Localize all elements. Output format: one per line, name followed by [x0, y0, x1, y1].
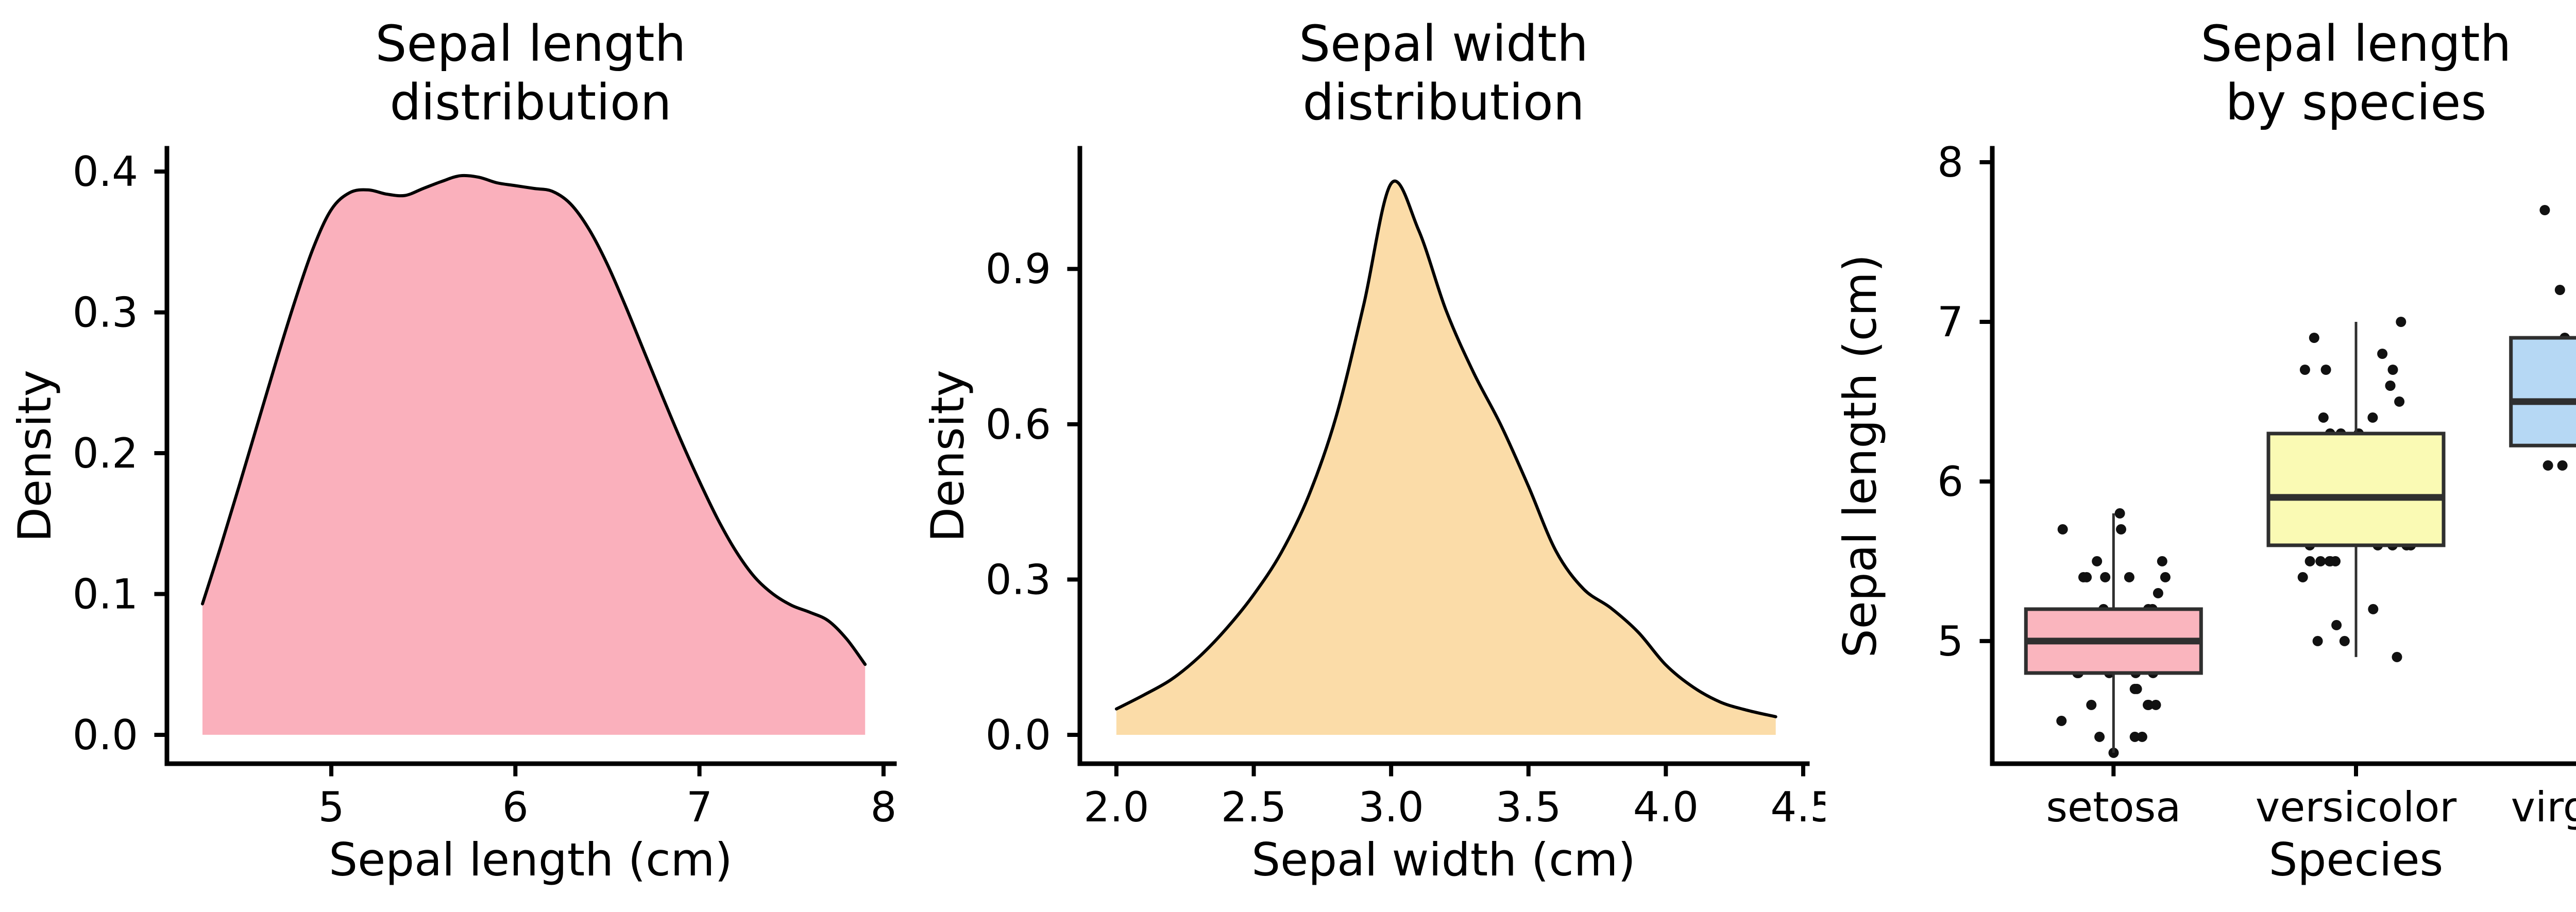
strip-point [2539, 205, 2550, 215]
strip-point [2057, 524, 2068, 535]
y-axis-tick-label: 0.1 [73, 570, 138, 618]
strip-point [2392, 651, 2402, 662]
chart-title-line1: Sepal width [1299, 15, 1588, 73]
strip-point [2137, 731, 2147, 742]
strip-point [2543, 460, 2553, 471]
y-axis-tick-label: 0.3 [985, 556, 1050, 604]
chart-title-line2: distribution [389, 74, 671, 131]
strip-point [2324, 556, 2335, 566]
axis-spines [1077, 146, 1809, 766]
y-axis-tick-label: 7 [1937, 298, 1963, 346]
chart-title-line2: by species [2226, 74, 2487, 131]
x-axis-category-label: virginica [2511, 783, 2576, 831]
y-axis-tick-label: 0.6 [985, 401, 1050, 449]
x-axis-tick-label: 2.0 [1083, 783, 1149, 831]
x-axis-tick-label: 3.5 [1496, 783, 1561, 831]
density-curve [1114, 179, 1777, 718]
x-axis-tick-label: 2.5 [1221, 783, 1286, 831]
strip-point [2304, 556, 2315, 566]
strip-point [2157, 556, 2167, 566]
panel-sepal-width-distribution: 0.0 0.3 0.6 0.9 2.0 2.5 3.0 3.5 4.0 4.5 Sepal widt… [913, 0, 1826, 912]
strip-point [2299, 365, 2310, 375]
density-curve [201, 174, 867, 666]
x-axis-label: Sepal width (cm) [1251, 833, 1636, 886]
chart-title-line1: Sepal length [376, 15, 686, 73]
strip-point [2160, 572, 2171, 582]
strip-point [2143, 699, 2154, 710]
y-axis-label: Sepal length (cm) [1834, 254, 1887, 658]
y-axis-label: Density [921, 370, 974, 542]
strip-point [2114, 508, 2125, 519]
y-axis-tick-label: 8 [1937, 139, 1963, 186]
chart-title-line1: Sepal length [2201, 15, 2512, 73]
density-fill [202, 175, 866, 735]
box-rect [2266, 432, 2446, 547]
strip-point [2056, 715, 2067, 726]
y-axis-tick-label: 0.3 [73, 289, 138, 337]
strip-point [2092, 556, 2103, 566]
strip-point [2116, 524, 2126, 535]
strip-point [2396, 317, 2406, 327]
panel-sepal-length-by-species: 5 6 7 8 setosa versicolor virginica Sepal lengt… [1825, 0, 2576, 912]
strip-point [2377, 349, 2388, 359]
strip-point [2129, 731, 2140, 742]
strip-point [2318, 412, 2329, 423]
x-axis-tick-label: 7 [686, 783, 713, 831]
strip-point [2331, 620, 2342, 630]
strip-point [2131, 683, 2142, 694]
box-setosa [2024, 513, 2203, 753]
strip-point [2100, 572, 2111, 582]
strip-point [2124, 572, 2134, 582]
x-axis-tick-label: 5 [318, 783, 345, 831]
chart-sepal-width-distribution: 0.0 0.3 0.6 0.9 2.0 2.5 3.0 3.5 4.0 4.5 Sepal widt… [921, 15, 1826, 886]
box-rect [2509, 336, 2576, 448]
strip-point [2554, 285, 2565, 295]
strip-point [2394, 396, 2405, 407]
x-axis-category-label: setosa [2046, 783, 2181, 831]
y-axis-tick-label: 0.2 [73, 429, 138, 477]
chart-title-line2: distribution [1302, 74, 1584, 131]
x-axis-label: Sepal length (cm) [329, 833, 732, 886]
strip-point [2150, 699, 2161, 710]
x-axis-tick-label: 6 [502, 783, 529, 831]
strip-point [2153, 588, 2163, 598]
strip-point [2086, 699, 2097, 710]
strip-point [2315, 556, 2326, 566]
strip-point [2320, 365, 2331, 375]
x-axis-tick-label: 8 [870, 783, 896, 831]
x-axis-label: Species [2269, 833, 2444, 886]
strip-point [2557, 460, 2568, 471]
strip-point [2081, 572, 2092, 582]
axis-spines [1990, 146, 2576, 766]
y-axis-tick-label: 6 [1937, 458, 1963, 506]
density-fill [1116, 181, 1776, 735]
strip-point [2367, 412, 2378, 423]
strip-point [2309, 333, 2319, 343]
x-axis-tick-label: 3.0 [1358, 783, 1423, 831]
axis-spines [164, 146, 897, 766]
box-virginica [2509, 336, 2576, 448]
x-axis-category-label: versicolor [2256, 783, 2456, 831]
strip-point [2385, 381, 2396, 391]
y-axis-tick-label: 0.0 [985, 711, 1050, 759]
y-axis-label: Density [8, 370, 61, 542]
y-axis-tick-label: 0.9 [985, 245, 1050, 293]
strip-point [2368, 604, 2379, 614]
y-axis-tick-label: 5 [1937, 617, 1963, 665]
strip-point [2312, 635, 2323, 646]
x-axis-tick-label: 4.0 [1633, 783, 1698, 831]
chart-sepal-length-by-species: 5 6 7 8 setosa versicolor virginica Sepal lengt… [1834, 15, 2576, 886]
panel-sepal-length-distribution: 0.0 0.1 0.2 0.3 0.4 5 6 7 8 Sepal length distribut… [0, 0, 913, 912]
chart-sepal-length-distribution: 0.0 0.1 0.2 0.3 0.4 5 6 7 8 Sepal lengthdistribut… [8, 15, 897, 886]
y-axis-tick-label: 0.4 [73, 148, 138, 196]
strip-point [2339, 635, 2350, 646]
box-versicolor [2266, 322, 2446, 657]
strip-point [2297, 572, 2308, 582]
strip-point [2094, 731, 2105, 742]
strip-point [2387, 365, 2398, 375]
y-axis-tick-label: 0.0 [73, 711, 138, 759]
x-axis-tick-label: 4.5 [1770, 783, 1825, 831]
